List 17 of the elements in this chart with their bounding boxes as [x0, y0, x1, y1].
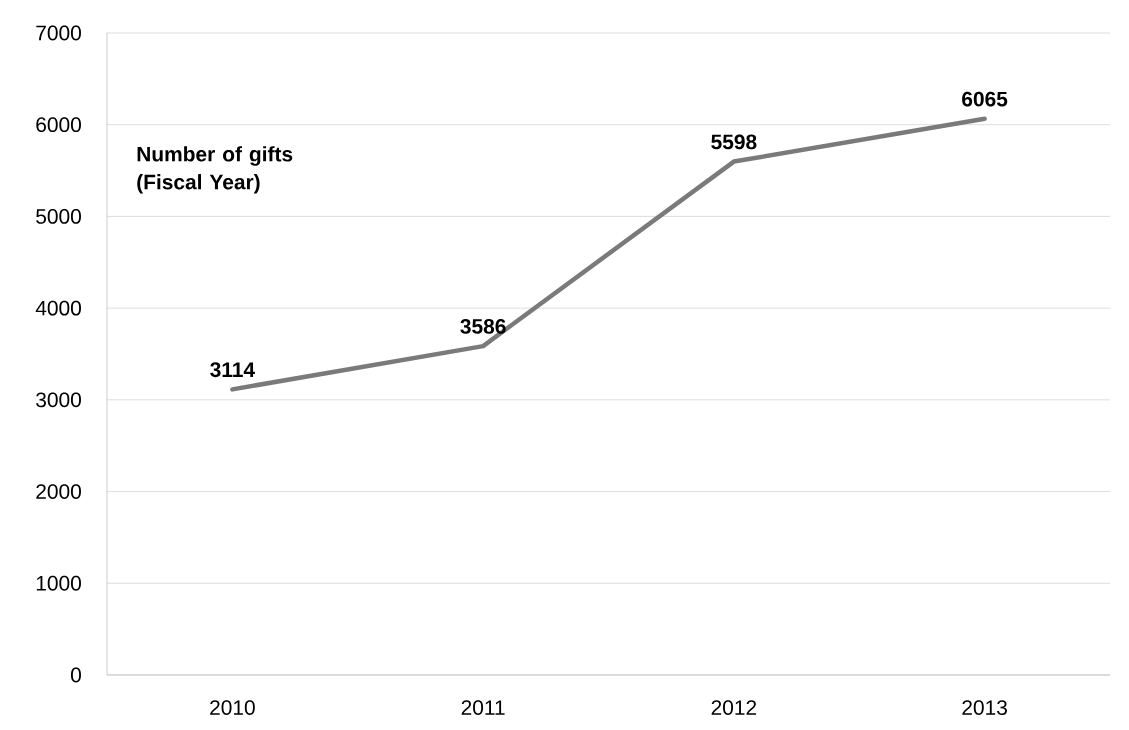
y-tick-label: 2000 — [36, 484, 81, 499]
y-tick-label: 4000 — [35, 300, 81, 316]
y-tick-label: 1000 — [36, 575, 81, 591]
data-label: 3586 — [460, 319, 506, 334]
text: Number of gifts (Fiscal Year) — [137, 146, 293, 194]
data-label: 5598 — [711, 134, 757, 150]
x-tick-label: 2013 — [962, 700, 1007, 715]
x-tick-label: 2010 — [210, 700, 255, 715]
x-tick-label: 2012 — [711, 700, 757, 715]
x-tick-label: 2011 — [461, 700, 505, 715]
y-tick-label: 0 — [70, 667, 81, 683]
y-tick-label: 3000 — [36, 392, 81, 408]
y-tick-label: 6000 — [36, 117, 81, 133]
data-label: 6065 — [962, 91, 1008, 107]
y-tick-label: 5000 — [36, 209, 81, 224]
data-label: 3114 — [210, 362, 255, 378]
y-tick-label: 7000 — [36, 25, 81, 41]
